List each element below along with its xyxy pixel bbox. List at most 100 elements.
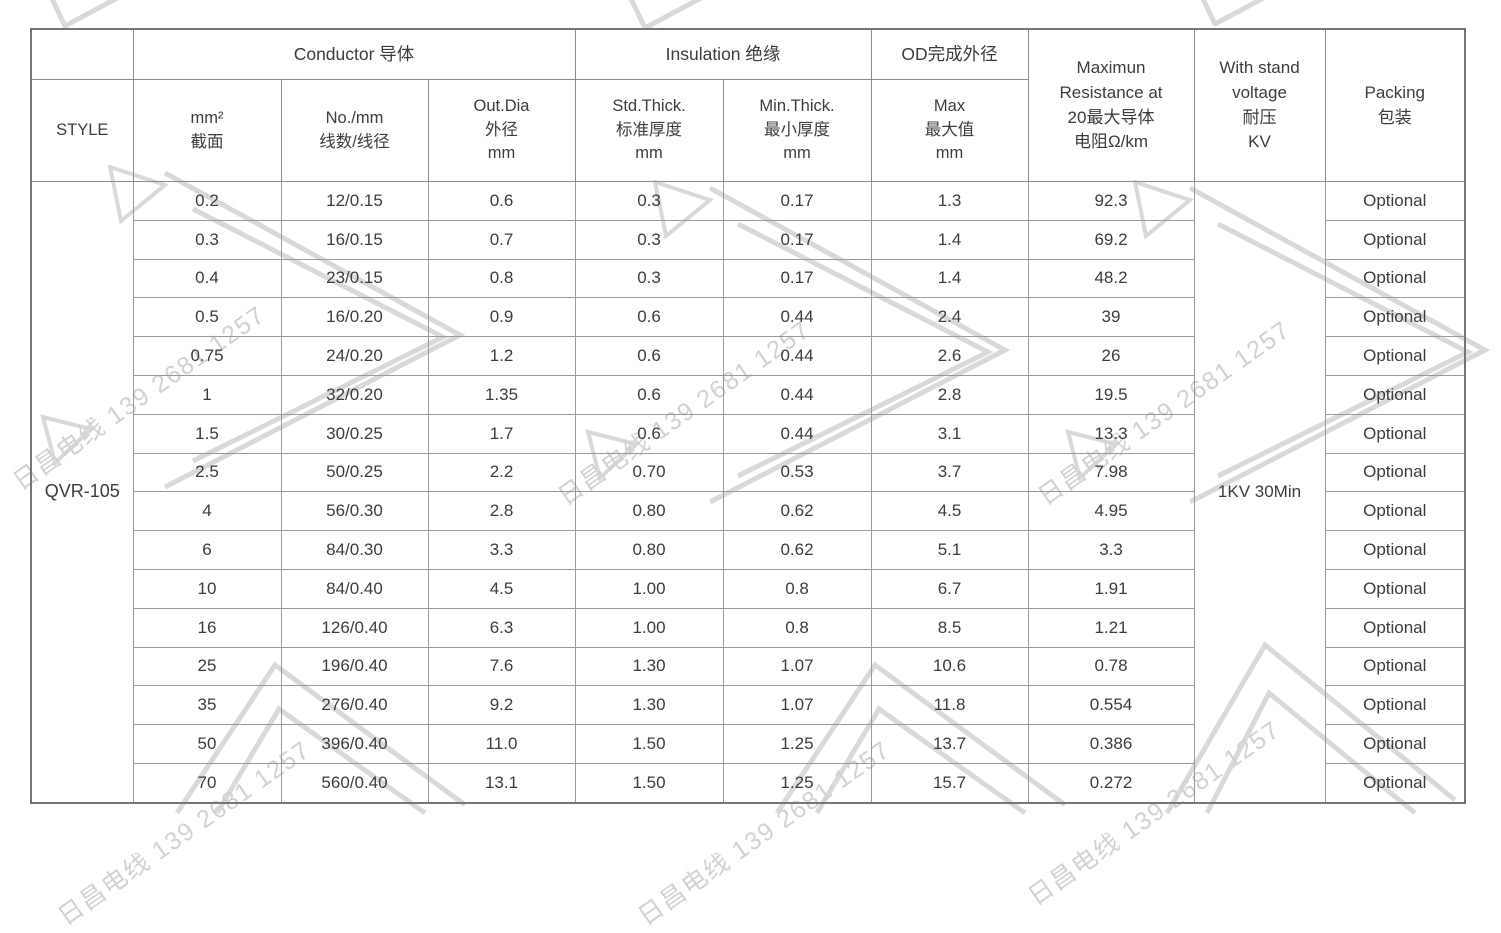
no-mm-cell: 84/0.40 <box>280 568 429 609</box>
no-mm-cell: 84/0.30 <box>280 530 429 570</box>
corner-empty-cell <box>30 28 134 80</box>
std-thick-cell: 0.6 <box>574 374 724 415</box>
spec-table: Conductor 导体 Insulation 绝缘 OD完成外径 Maximu… <box>30 28 1467 804</box>
min-thick-cell: 0.44 <box>722 297 872 338</box>
no-mm-cell: 24/0.20 <box>280 336 429 376</box>
table-row: 10 84/0.40 4.5 1.00 0.8 6.7 1.91 Optional <box>31 568 1466 609</box>
min-thick-cell: 1.25 <box>722 762 872 804</box>
resistance-cell: 48.2 <box>1027 258 1195 299</box>
no-mm-cell: 276/0.40 <box>280 685 429 726</box>
table-row: 4 56/0.30 2.8 0.80 0.62 4.5 4.95 Optional <box>31 491 1466 532</box>
max-od-cell: 2.4 <box>870 297 1029 338</box>
std-thick-cell: 0.6 <box>574 413 724 454</box>
out-dia-cell: 0.9 <box>427 297 576 338</box>
std-thick-cell: 1.00 <box>574 568 724 609</box>
std-thick-cell: 0.3 <box>574 219 724 260</box>
mm2-cell: 2.5 <box>132 452 282 493</box>
packing-cell: Optional <box>1324 181 1466 221</box>
packing-cell: Optional <box>1324 607 1466 648</box>
no-mm-cell: 396/0.40 <box>280 724 429 764</box>
resistance-cell: 7.98 <box>1027 452 1195 493</box>
no-mm-cell: 56/0.30 <box>280 491 429 532</box>
resistance-cell: 0.78 <box>1027 646 1195 687</box>
watermark-triangle-icon <box>628 0 703 30</box>
table-header: Conductor 导体 Insulation 绝缘 OD完成外径 Maximu… <box>30 28 1466 182</box>
std-thick-cell: 0.6 <box>574 297 724 338</box>
min-thick-cell: 0.44 <box>722 374 872 415</box>
no-mm-cell: 23/0.15 <box>280 258 429 299</box>
min-thick-cell: 0.44 <box>722 413 872 454</box>
max-od-cell: 2.6 <box>870 336 1029 376</box>
min-thick-cell: 0.62 <box>722 530 872 570</box>
conductor-group-header: Conductor 导体 <box>132 28 576 80</box>
table-row: 1 32/0.20 1.35 0.6 0.44 2.8 19.5 Optional <box>31 374 1466 415</box>
no-mm-cell: 16/0.20 <box>280 297 429 338</box>
out-dia-cell: 13.1 <box>427 762 576 804</box>
table-row: 35 276/0.40 9.2 1.30 1.07 11.8 0.554 Optional <box>31 685 1466 726</box>
min-thick-cell: 0.62 <box>722 491 872 532</box>
out-dia-cell: 0.7 <box>427 219 576 260</box>
table-row: QVR-105 0.2 12/0.15 0.6 0.3 0.17 1.3 92.3 1KV 30… <box>30 180 1466 804</box>
packing-cell: Optional <box>1324 491 1466 532</box>
std-thick-cell: 0.80 <box>574 530 724 570</box>
mm2-cell: 0.2 <box>132 181 282 221</box>
packing-header: Packing 包装 <box>1324 28 1466 182</box>
mm2-cell: 0.75 <box>132 336 282 376</box>
out-dia-cell: 1.7 <box>427 413 576 454</box>
std-thick-cell: 1.30 <box>574 685 724 726</box>
packing-cell: Optional <box>1324 258 1466 299</box>
std-thick-cell: 1.30 <box>574 646 724 687</box>
std-thick-cell: 0.6 <box>574 336 724 376</box>
packing-cell: Optional <box>1324 452 1466 493</box>
table-row: 50 396/0.40 11.0 1.50 1.25 13.7 0.386 Optional <box>31 724 1466 764</box>
resistance-cell: 4.95 <box>1027 491 1195 532</box>
out-dia-cell: 3.3 <box>427 530 576 570</box>
table-row: 0.5 16/0.20 0.9 0.6 0.44 2.4 39 Optional <box>31 297 1466 338</box>
no-mm-cell: 12/0.15 <box>280 181 429 221</box>
max-od-cell: 1.4 <box>870 219 1029 260</box>
table-row: 0.3 16/0.15 0.7 0.3 0.17 1.4 69.2 Optional <box>31 219 1466 260</box>
max-od-cell: 8.5 <box>870 607 1029 648</box>
no-mm-cell: 196/0.40 <box>280 646 429 687</box>
resistance-header: Maximun Resistance at 20最大导体 电阻Ω/km <box>1027 28 1195 182</box>
out-dia-cell: 1.35 <box>427 374 576 415</box>
min-thick-cell: 0.8 <box>722 568 872 609</box>
min-thick-cell: 0.8 <box>722 607 872 648</box>
out-dia-cell: 2.8 <box>427 491 576 532</box>
max-od-cell: 1.3 <box>870 181 1029 221</box>
table-row: 25 196/0.40 7.6 1.30 1.07 10.6 0.78 Optional <box>31 646 1466 687</box>
no-mm-cell: 16/0.15 <box>280 219 429 260</box>
min-thick-cell: 0.17 <box>722 181 872 221</box>
min-thick-cell: 0.53 <box>722 452 872 493</box>
min-thick-cell: 0.17 <box>722 258 872 299</box>
voltage-value-cell: 1KV 30Min <box>1193 180 1326 804</box>
packing-cell: Optional <box>1324 568 1466 609</box>
no-mm-cell: 32/0.20 <box>280 374 429 415</box>
max-od-cell: 10.6 <box>870 646 1029 687</box>
table-row: 1.5 30/0.25 1.7 0.6 0.44 3.1 13.3 Optional <box>31 413 1466 454</box>
mm2-cell: 70 <box>132 762 282 804</box>
no-mm-cell: 560/0.40 <box>280 762 429 804</box>
out-dia-cell: 9.2 <box>427 685 576 726</box>
table-row: 0.75 24/0.20 1.2 0.6 0.44 2.6 26 Optional <box>31 336 1466 376</box>
out-dia-cell: 11.0 <box>427 724 576 764</box>
max-od-cell: 5.1 <box>870 530 1029 570</box>
out-dia-cell: 0.6 <box>427 181 576 221</box>
packing-cell: Optional <box>1324 646 1466 687</box>
resistance-cell: 0.554 <box>1027 685 1195 726</box>
packing-cell: Optional <box>1324 530 1466 570</box>
max-od-cell: 3.7 <box>870 452 1029 493</box>
mm2-header: mm² 截面 <box>132 79 282 182</box>
min-thick-header: Min.Thick. 最小厚度 mm <box>722 79 872 182</box>
mm2-cell: 1.5 <box>132 413 282 454</box>
out-dia-cell: 0.8 <box>427 258 576 299</box>
mm2-cell: 10 <box>132 568 282 609</box>
resistance-cell: 69.2 <box>1027 219 1195 260</box>
no-mm-cell: 126/0.40 <box>280 607 429 648</box>
resistance-cell: 26 <box>1027 336 1195 376</box>
mm2-cell: 25 <box>132 646 282 687</box>
insulation-group-header: Insulation 绝缘 <box>574 28 872 80</box>
mm2-cell: 35 <box>132 685 282 726</box>
resistance-cell: 13.3 <box>1027 413 1195 454</box>
mm2-cell: 50 <box>132 724 282 764</box>
